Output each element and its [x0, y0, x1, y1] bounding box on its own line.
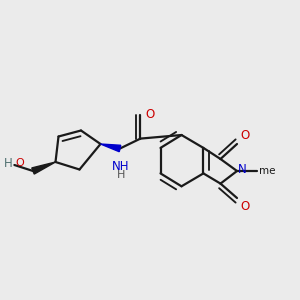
- Polygon shape: [100, 144, 121, 152]
- Text: O: O: [241, 129, 250, 142]
- Text: O: O: [15, 158, 24, 169]
- Polygon shape: [32, 162, 56, 174]
- Text: H: H: [116, 170, 125, 180]
- Text: N: N: [238, 163, 246, 176]
- Text: me: me: [260, 166, 276, 176]
- Text: O: O: [145, 108, 154, 121]
- Text: O: O: [241, 200, 250, 213]
- Text: NH: NH: [112, 160, 129, 173]
- Text: H: H: [4, 157, 13, 170]
